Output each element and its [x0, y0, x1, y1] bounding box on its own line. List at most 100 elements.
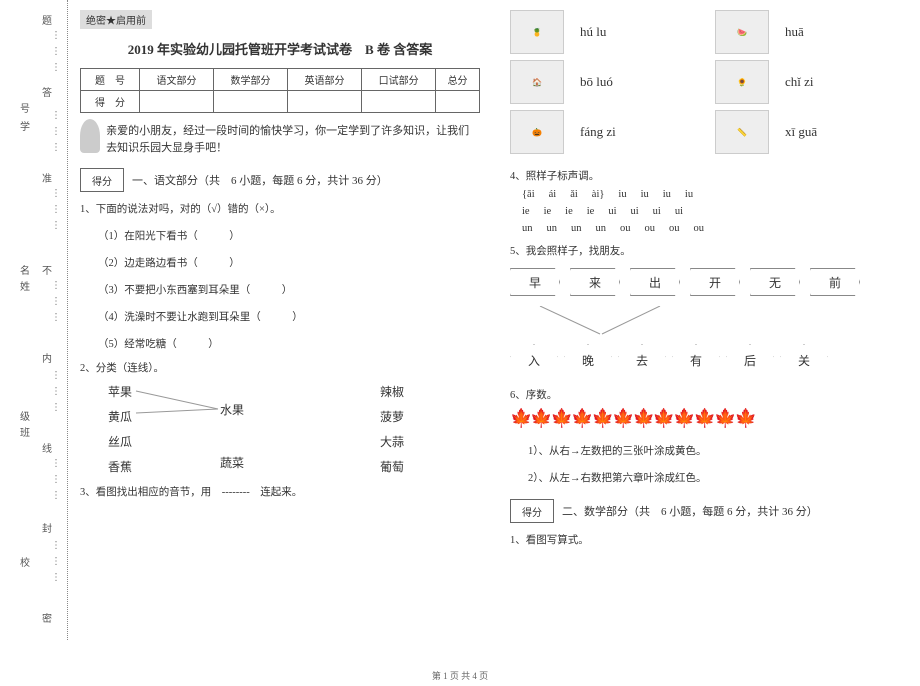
score-box: 得分 [510, 499, 554, 523]
margin-small: 级 [20, 408, 30, 423]
tone: {āi [522, 189, 535, 200]
tone: ui [630, 206, 638, 217]
pinyin-grid: 🍍 hú lu 🍉 huā 🏠 bō luó 🌻 chǐ zi 🎃 fáng z… [510, 10, 910, 154]
q1-item: （2）边走路边看书（ ） [98, 255, 480, 270]
margin-char: 线 [42, 440, 52, 455]
th: 题 号 [81, 69, 140, 91]
tone: ou [669, 223, 680, 234]
exam-title: 2019 年实验幼儿园托管班开学考试试卷 B 卷 含答案 [80, 39, 480, 58]
margin-small: 班 [20, 424, 30, 439]
th: 数学部分 [213, 69, 287, 91]
tone: iu [663, 189, 671, 200]
tone: ài} [592, 189, 605, 200]
margin-char: 封 [42, 520, 52, 535]
flag: 出 [630, 268, 680, 296]
flag: 来 [570, 268, 620, 296]
img-pineapple: 🍍 [510, 10, 564, 54]
margin-char: 题 [42, 12, 52, 27]
star: 有 [672, 344, 720, 376]
tone: iu [618, 189, 626, 200]
tone: ui [653, 206, 661, 217]
star-row: 入 晚 去 有 后 关 [510, 344, 910, 376]
q1-item: （5）经常吃糖（ ） [98, 336, 480, 351]
margin-dots: ⋯⋯⋯ [50, 540, 61, 588]
th: 英语部分 [288, 69, 362, 91]
right-column: 🍍 hú lu 🍉 huā 🏠 bō luó 🌻 chǐ zi 🎃 fáng z… [510, 10, 910, 650]
img-flower: 🌻 [715, 60, 769, 104]
tone: ie [565, 206, 573, 217]
left-column: 绝密★启用前 2019 年实验幼儿园托管班开学考试试卷 B 卷 含答案 题 号 … [80, 10, 480, 650]
arrow-lines [510, 306, 870, 336]
star: 后 [726, 344, 774, 376]
margin-small: 校 [20, 554, 30, 569]
tone: iu [685, 189, 693, 200]
score-box: 得分 [80, 168, 124, 192]
kid-icon [80, 119, 100, 153]
pinyin: hú lu [580, 24, 705, 40]
cell [362, 91, 436, 113]
star: 去 [618, 344, 666, 376]
tone: ie [587, 206, 595, 217]
margin-small: 学 [20, 118, 30, 133]
tone: iu [641, 189, 649, 200]
flag: 开 [690, 268, 740, 296]
tone: ui [675, 206, 683, 217]
tone-row: un un un un ou ou ou ou [522, 223, 910, 234]
star: 关 [780, 344, 828, 376]
tone: un [522, 223, 533, 234]
q2: 2、分类（连线）。 [80, 360, 480, 375]
q1-item: （4）洗澡时不要让水跑到耳朵里（ ） [98, 309, 480, 324]
margin-dots: ⋯⋯⋯ [50, 280, 61, 328]
tone: ie [522, 206, 530, 217]
cell [139, 91, 213, 113]
q1-item: （1）在阳光下看书（ ） [98, 228, 480, 243]
q6: 6、序数。 [510, 387, 910, 402]
pinyin: xī guā [785, 124, 910, 140]
q4: 4、照样子标声调。 [510, 168, 910, 183]
tone: ǎi [570, 189, 578, 200]
star: 入 [510, 344, 558, 376]
margin-dots: ⋯⋯⋯ [50, 30, 61, 78]
page-footer: 第 1 页 共 4 页 [0, 669, 920, 682]
tone: un [596, 223, 607, 234]
margin-char: 答 [42, 84, 52, 99]
margin-dots: ⋯⋯⋯ [50, 370, 61, 418]
tone-row: ie ie ie ie ui ui ui ui [522, 206, 910, 217]
flag-row: 早 来 出 开 无 前 [510, 268, 910, 296]
row-label: 得 分 [81, 91, 140, 113]
q6-sub: 1）、从右→左数把的三张叶涂成黄色。 [528, 443, 910, 458]
img-gourd: 🎃 [510, 110, 564, 154]
pinyin: bō luó [580, 74, 705, 90]
flag: 前 [810, 268, 860, 296]
section2-title: 二、数学部分（共 6 小题，每题 6 分，共计 36 分） [562, 503, 818, 519]
tone: ái [549, 189, 557, 200]
pinyin: chǐ zi [785, 74, 910, 90]
img-watermelon: 🍉 [715, 10, 769, 54]
score-table: 题 号 语文部分 数学部分 英语部分 口试部分 总分 得 分 [80, 68, 480, 113]
img-ruler: 📏 [715, 110, 769, 154]
q5: 5、我会照样子，找朋友。 [510, 243, 910, 258]
tone: un [547, 223, 558, 234]
margin-dots: ⋯⋯⋯ [50, 110, 61, 158]
margin-char: 不 [42, 262, 52, 277]
q3: 3、看图找出相应的音节，用 -------- 连起来。 [80, 484, 480, 499]
intro-text: 亲爱的小朋友，经过一段时间的愉快学习，你一定学到了许多知识，让我们去知识乐园大显… [106, 123, 480, 156]
tone: ui [608, 206, 616, 217]
tone: ou [620, 223, 631, 234]
secret-label: 绝密★启用前 [80, 10, 152, 29]
section1-title: 一、语文部分（共 6 小题，每题 6 分，共计 36 分） [132, 172, 388, 188]
tone: ie [544, 206, 552, 217]
leaves-row: 🍁🍁🍁🍁🍁🍁🍁🍁🍁🍁🍁🍁 [510, 408, 910, 429]
th: 口试部分 [362, 69, 436, 91]
cell [288, 91, 362, 113]
margin-char: 密 [42, 610, 52, 625]
margin-small: 号 [20, 100, 30, 115]
q-math1: 1、看图写算式。 [510, 532, 910, 547]
tone: un [571, 223, 582, 234]
flag: 无 [750, 268, 800, 296]
tone: ou [645, 223, 656, 234]
q6-sub: 2）、从左→右数把第六章叶涂成红色。 [528, 470, 910, 485]
star: 晚 [564, 344, 612, 376]
margin-dots: ⋯⋯⋯ [50, 458, 61, 506]
margin-char: 内 [42, 350, 52, 365]
